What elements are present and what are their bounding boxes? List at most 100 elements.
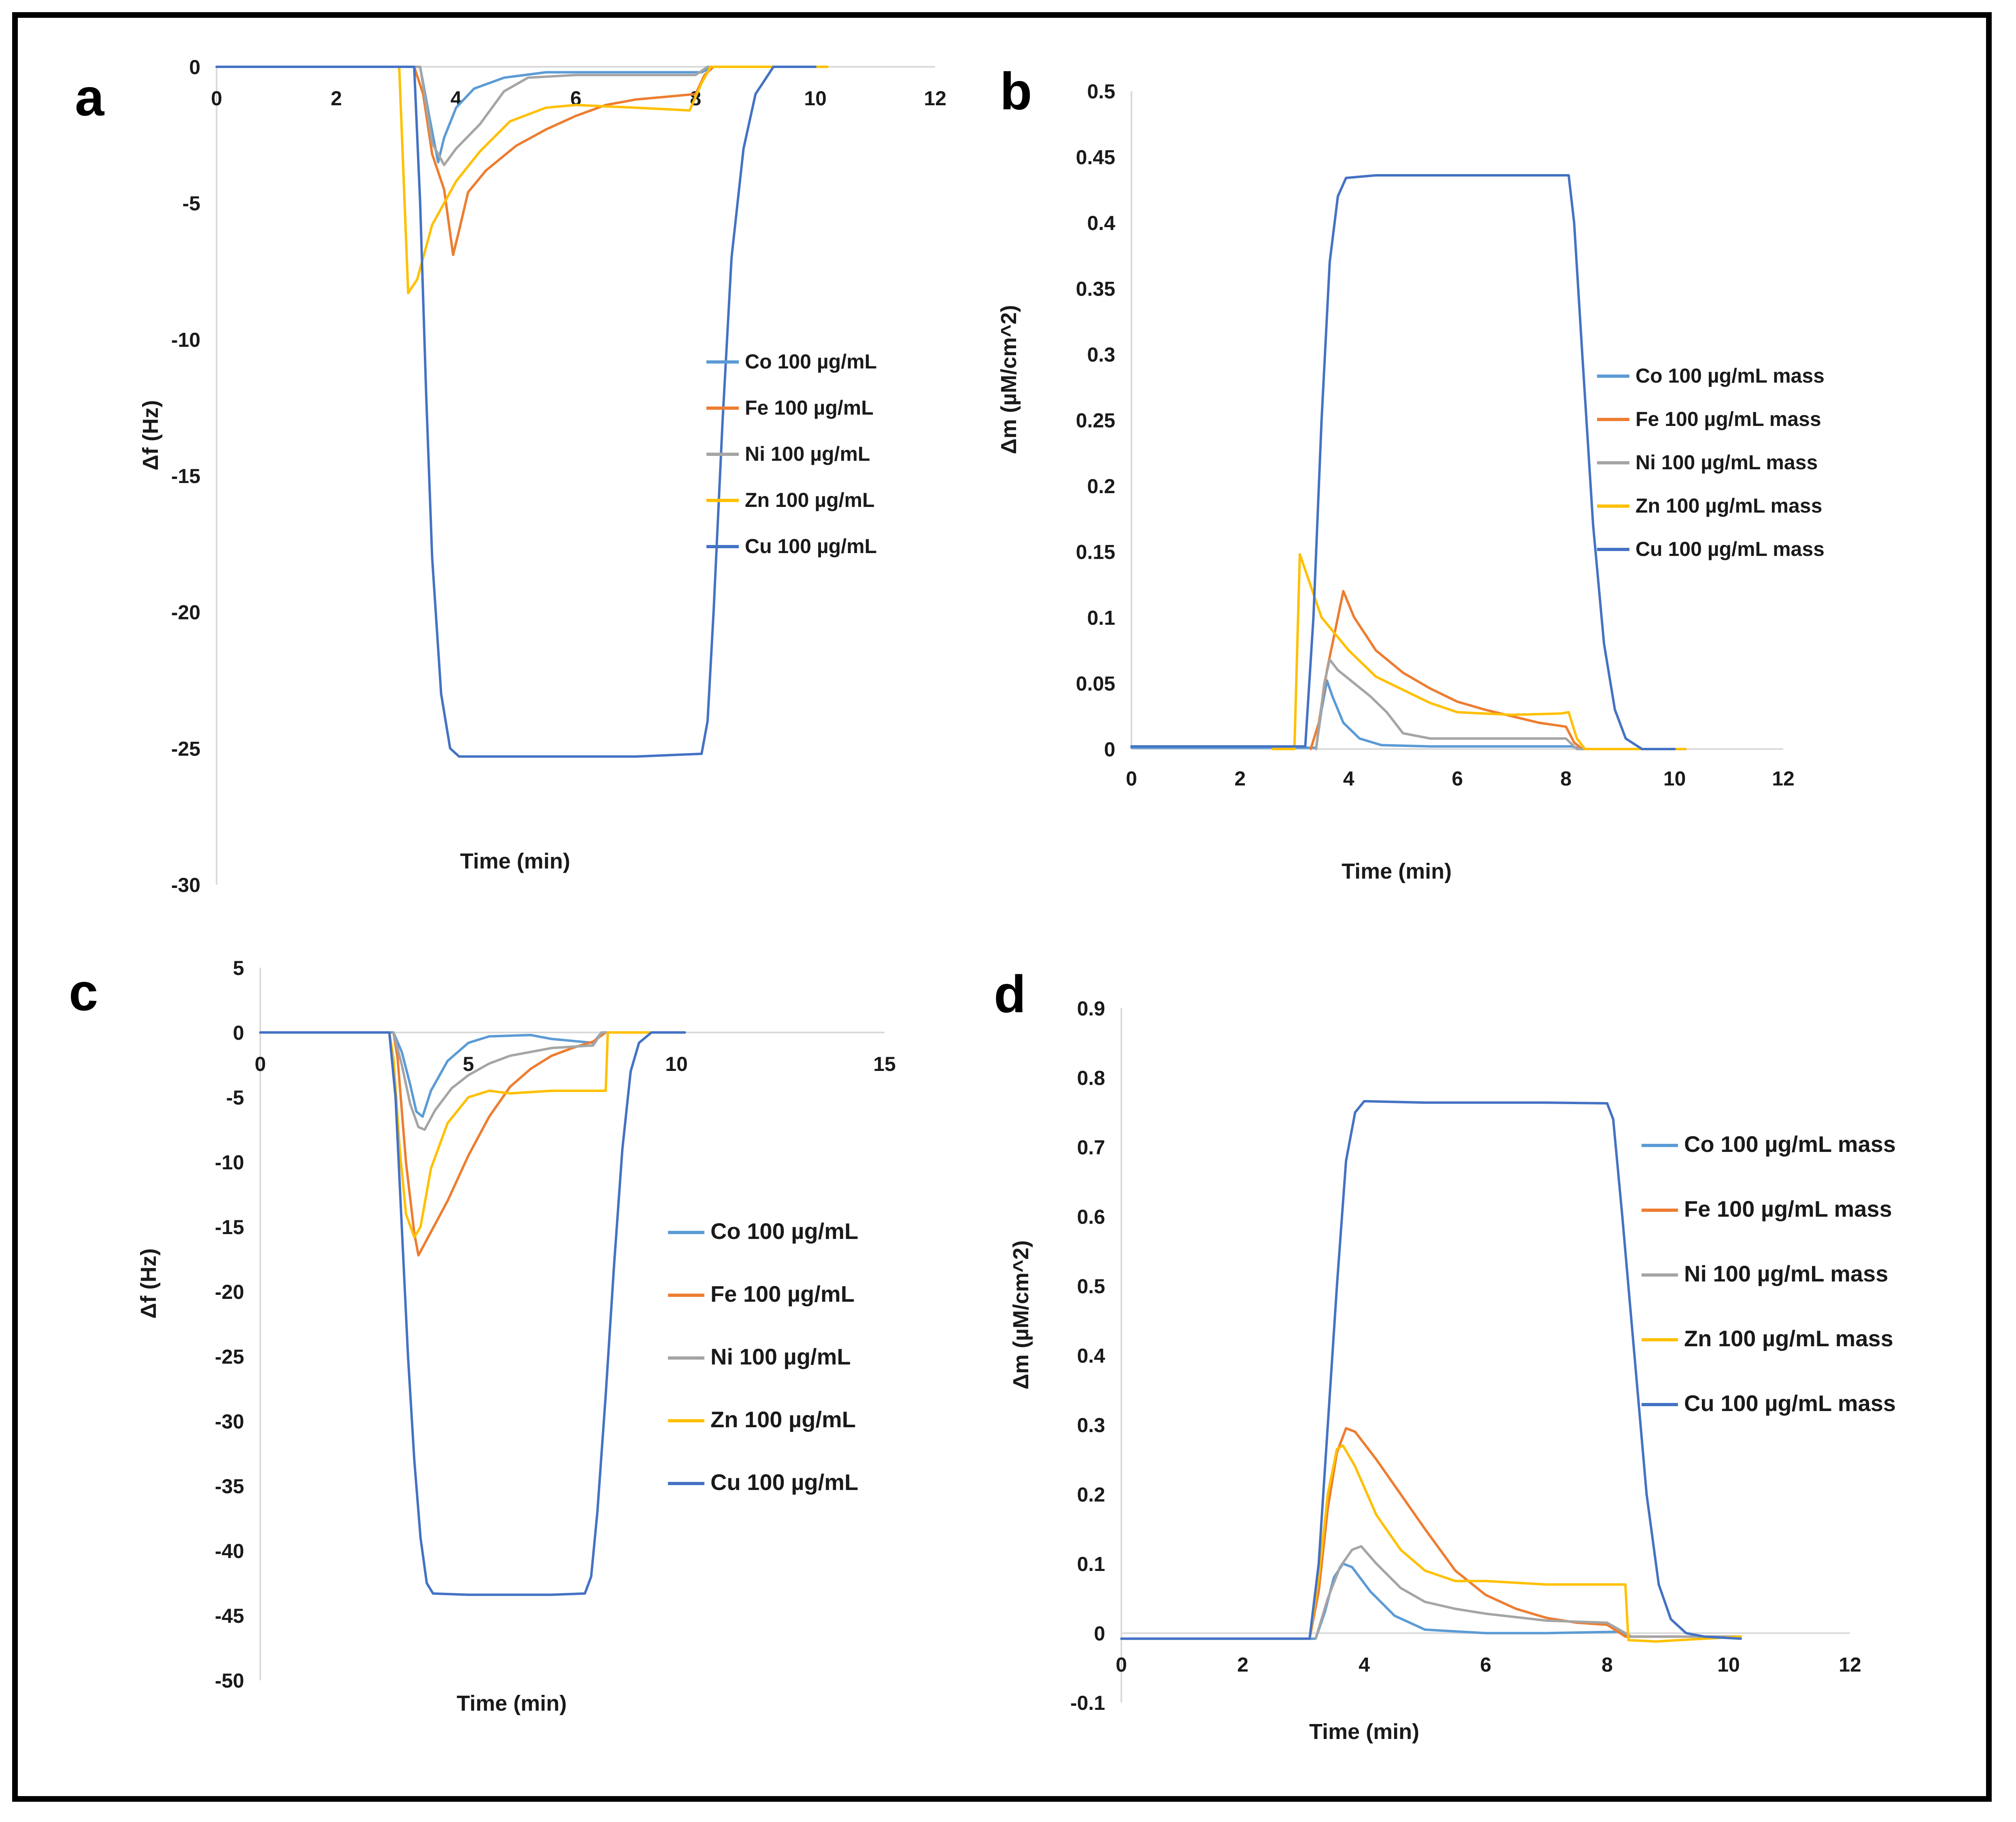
y-tick-label: 0	[189, 56, 200, 79]
y-tick-label: 0.1	[1077, 1553, 1105, 1575]
legend-entry-ni: Ni 100 µg/mL mass	[1635, 451, 1818, 474]
y-tick-label: 0.4	[1087, 212, 1115, 234]
legend-entry-co: Co 100 µg/mL	[745, 350, 877, 373]
y-tick-label: 0.5	[1077, 1275, 1105, 1298]
y-tick-label: -0.1	[1070, 1692, 1105, 1714]
x-tick-label: 12	[924, 87, 946, 110]
series-line-fe	[392, 1031, 686, 1257]
legend-entry-co: Co 100 µg/mL mass	[1635, 364, 1825, 387]
legend-entry-zn: Zn 100 µg/mL mass	[1635, 494, 1822, 517]
y-axis-title: Δf (Hz)	[138, 400, 163, 470]
legend-entry-ni: Ni 100 µg/mL mass	[1684, 1261, 1888, 1286]
series-line-cu	[1130, 174, 1676, 750]
y-tick-label: 0.45	[1076, 146, 1115, 169]
y-tick-label: -5	[226, 1086, 244, 1109]
y-tick-label: 0.2	[1077, 1484, 1105, 1506]
x-tick-label: 2	[1234, 767, 1246, 790]
legend-entry-cu: Cu 100 µg/mL mass	[1684, 1390, 1896, 1416]
x-tick-label: 0	[211, 87, 222, 110]
panel-d: d 0.9 0.8 0.7 0.6 0.5 0.4 0.3 0.2 0.1 0 -0.1 0 2 4 6 8 10…	[994, 964, 1896, 1744]
y-tick-label: 0	[1094, 1622, 1105, 1645]
x-tick-label: 0	[255, 1053, 266, 1075]
series-line-ni	[215, 66, 829, 166]
panel-letter: b	[1000, 62, 1032, 121]
y-tick-label: 0	[233, 1022, 244, 1044]
x-tick-label: 6	[1452, 767, 1463, 790]
x-tick-label: 12	[1772, 767, 1795, 790]
x-tick-label: 0	[1116, 1654, 1127, 1676]
series-line-co	[259, 1031, 686, 1118]
y-tick-label: -15	[171, 465, 200, 487]
x-tick-label: 4	[1343, 767, 1355, 790]
series-line-ni	[1314, 1545, 1742, 1640]
series-line-zn	[1271, 553, 1687, 750]
y-tick-label: 0.2	[1087, 475, 1115, 498]
y-tick-label: 0.1	[1087, 607, 1115, 629]
x-tick-label: 6	[1480, 1654, 1491, 1676]
panel-letter: d	[994, 964, 1026, 1024]
y-axis-title: Δm (µM/cm^2)	[997, 305, 1021, 454]
legend-entry-ni: Ni 100 µg/mL	[710, 1344, 851, 1369]
series-line-cu	[1120, 1100, 1742, 1640]
legend-entry-co: Co 100 µg/mL mass	[1684, 1131, 1896, 1157]
y-tick-label: 0	[1104, 738, 1115, 761]
x-tick-label: 15	[873, 1053, 896, 1075]
y-tick-label: 0.8	[1077, 1067, 1105, 1090]
panel-letter: a	[75, 68, 105, 127]
y-tick-label: -10	[215, 1151, 244, 1174]
y-tick-label: 5	[233, 957, 244, 979]
legend-entry-fe: Fe 100 µg/mL mass	[1635, 408, 1821, 430]
series-line-fe	[1309, 590, 1687, 750]
y-tick-label: -45	[215, 1605, 244, 1627]
legend-entry-cu: Cu 100 µg/mL	[710, 1469, 858, 1495]
series-line-ni	[392, 1031, 686, 1131]
y-tick-label: 0.4	[1077, 1345, 1105, 1367]
y-tick-label: 0.3	[1087, 343, 1115, 366]
x-tick-label: 12	[1839, 1654, 1861, 1676]
figure-frame	[12, 12, 1992, 1802]
x-tick-label: 4	[1359, 1654, 1370, 1676]
y-axis-title: Δf (Hz)	[136, 1248, 161, 1319]
series-line-ni	[1315, 658, 1687, 750]
y-tick-label: -10	[171, 328, 200, 351]
series-line-co	[1120, 1562, 1742, 1640]
panel-b: b 0 0.05 0.1 0.15 0.2 0.25 0.3 0.35 0.4 0.45 0.5 0 2 4…	[997, 62, 1825, 883]
x-tick-label: 10	[804, 87, 827, 110]
legend-entry-ni: Ni 100 µg/mL	[745, 443, 870, 465]
x-tick-label: 2	[331, 87, 342, 110]
x-tick-label: 8	[1560, 767, 1572, 790]
y-tick-label: -40	[215, 1540, 244, 1562]
legend-entry-zn: Zn 100 µg/mL	[710, 1407, 856, 1432]
series-line-co	[1130, 679, 1687, 750]
y-tick-label: 0.5	[1087, 80, 1115, 103]
y-tick-label: -20	[215, 1281, 244, 1303]
series-line-fe	[1308, 1427, 1742, 1640]
legend-entry-fe: Fe 100 µg/mL mass	[1684, 1196, 1892, 1222]
legend-entry-co: Co 100 µg/mL	[710, 1218, 858, 1244]
x-axis-title: Time (min)	[1342, 859, 1452, 883]
legend-entry-zn: Zn 100 µg/mL mass	[1684, 1326, 1893, 1351]
x-tick-label: 0	[1126, 767, 1137, 790]
legend-entry-cu: Cu 100 µg/mL	[745, 535, 877, 558]
y-tick-label: 0.6	[1077, 1206, 1105, 1228]
y-tick-label: -25	[171, 737, 200, 760]
x-axis-title: Time (min)	[460, 849, 570, 873]
x-tick-label: 5	[463, 1053, 474, 1075]
y-tick-label: -30	[215, 1410, 244, 1433]
series-line-zn	[1308, 1444, 1742, 1643]
x-tick-label: 10	[1663, 767, 1686, 790]
x-tick-label: 8	[1601, 1654, 1613, 1676]
series-line-zn	[388, 1031, 686, 1239]
y-tick-label: -25	[215, 1345, 244, 1368]
panel-c: c 5 0 -5 -10 -15 -20 -25 -30 -35 -40 -45 -50 0 5 10 15 Ti…	[69, 957, 896, 1716]
x-tick-label: 10	[665, 1053, 688, 1075]
y-tick-label: -5	[183, 192, 200, 215]
y-tick-label: 0.05	[1076, 673, 1115, 695]
y-tick-label: -35	[215, 1475, 244, 1498]
y-tick-label: -30	[171, 874, 200, 896]
series-line-zn	[389, 66, 829, 294]
series-line-cu	[215, 66, 817, 758]
legend-entry-zn: Zn 100 µg/mL	[745, 489, 875, 511]
